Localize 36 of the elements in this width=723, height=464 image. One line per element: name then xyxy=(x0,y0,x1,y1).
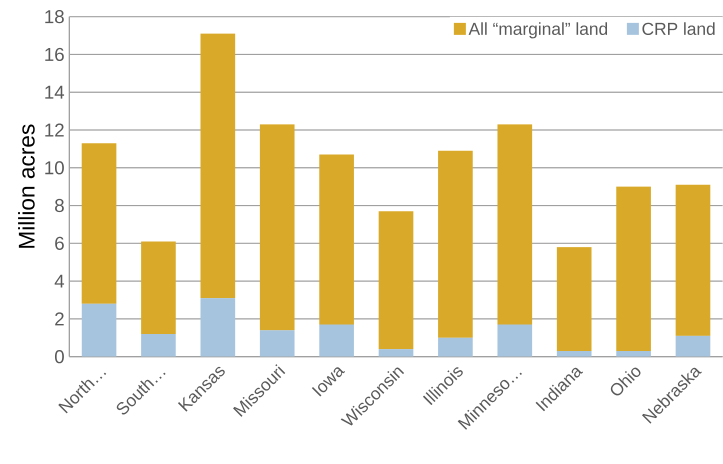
bar xyxy=(200,298,236,357)
bar xyxy=(82,304,116,357)
y-tick-label: 16 xyxy=(45,48,64,62)
y-tick-label: 10 xyxy=(45,161,64,174)
y-tick-label: 6 xyxy=(55,236,64,250)
x-tick-label: Ohio xyxy=(610,368,640,396)
bar xyxy=(82,143,116,304)
y-tick-label: 18 xyxy=(45,10,64,24)
bar xyxy=(319,154,354,325)
bar xyxy=(378,211,414,350)
y-tick-label: 4 xyxy=(54,274,64,288)
y-tick-label: 14 xyxy=(45,86,64,99)
y-axis-title: Million acres xyxy=(18,124,35,248)
bar xyxy=(260,330,295,357)
bar xyxy=(141,334,176,357)
bar xyxy=(676,336,710,357)
bar xyxy=(676,184,710,336)
y-tick-label: 12 xyxy=(45,123,64,137)
bar xyxy=(141,241,176,334)
bar xyxy=(616,351,651,357)
bar xyxy=(556,247,592,351)
bar xyxy=(556,351,592,357)
bar xyxy=(319,324,354,357)
y-tick-label: 0 xyxy=(54,350,64,364)
y-tick-label: 2 xyxy=(55,312,64,326)
bar xyxy=(438,338,473,357)
bar xyxy=(616,186,651,351)
bar xyxy=(200,34,236,298)
bar xyxy=(438,150,473,338)
bar xyxy=(378,349,414,357)
bar xyxy=(497,124,532,325)
bar xyxy=(260,124,295,330)
legend-label: CRP land xyxy=(642,22,715,35)
legend-label: All “marginal” land xyxy=(468,22,608,38)
y-tick-label: 8 xyxy=(55,198,64,212)
bar xyxy=(497,324,532,357)
